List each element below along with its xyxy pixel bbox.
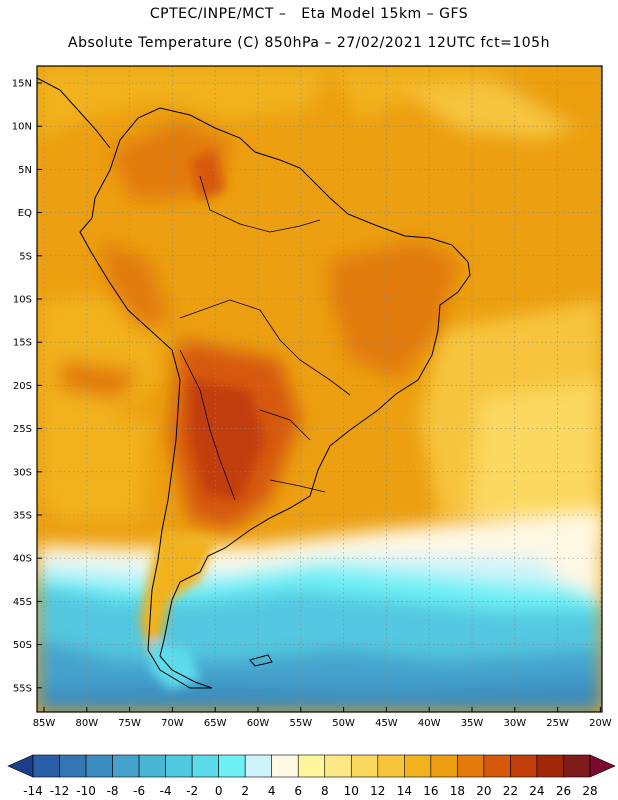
colorbar-label: 2 xyxy=(241,784,249,798)
lon-label: 60W xyxy=(247,718,270,729)
lat-label: 45S xyxy=(13,597,32,608)
map-frame xyxy=(36,65,603,713)
colorbar-label: 14 xyxy=(397,784,412,798)
colorbar-swatch xyxy=(191,754,219,778)
colorbar-label: -14 xyxy=(23,784,43,798)
colorbar-swatch xyxy=(297,754,326,778)
colorbar-label: -6 xyxy=(133,784,145,798)
lat-label: 15N xyxy=(12,79,32,90)
colorbar-swatch xyxy=(563,754,591,778)
colorbar-swatch xyxy=(218,754,246,778)
lat-label: 5S xyxy=(19,251,32,262)
lat-label: 5N xyxy=(18,165,32,176)
colorbar-swatch xyxy=(510,754,538,778)
colorbar-label: 4 xyxy=(268,784,276,798)
lon-label: 30W xyxy=(503,718,526,729)
colorbar-label: 22 xyxy=(503,784,518,798)
lat-label: 10N xyxy=(12,122,32,133)
colorbar-swatch xyxy=(536,754,564,778)
colorbar-label: 12 xyxy=(370,784,385,798)
colorbar-swatch xyxy=(457,754,485,778)
lat-label: 20S xyxy=(13,381,32,392)
lat-label: EQ xyxy=(18,208,32,219)
colorbar-label: 20 xyxy=(476,784,491,798)
lon-label: 75W xyxy=(118,718,141,729)
colorbar-swatch xyxy=(59,754,87,778)
lat-label: 50S xyxy=(13,640,32,651)
colorbar-label: 10 xyxy=(344,784,359,798)
latitude-labels: 15N 10N 5N EQ 5S 10S 15S 20S 25S 30S 35S 40S 45S 50S 5… xyxy=(12,79,42,694)
colorbar-label: -2 xyxy=(186,784,198,798)
colorbar-label: -12 xyxy=(50,784,70,798)
colorbar-arrow-high xyxy=(589,754,616,778)
lat-label: 35S xyxy=(13,511,32,522)
colorbar-label: 24 xyxy=(529,784,544,798)
colorbar-swatch xyxy=(244,754,273,778)
colorbar-label: 8 xyxy=(321,784,329,798)
colorbar-label: 0 xyxy=(215,784,223,798)
lon-label: 45W xyxy=(375,718,398,729)
lon-label: 70W xyxy=(161,718,184,729)
colorbar-swatch xyxy=(85,754,113,778)
lat-label: 40S xyxy=(13,554,32,565)
colorbar-arrow-low xyxy=(7,754,34,778)
colorbar-labels: -14 -12 -10 -8 -6 -4 -2 0 2 4 6 8 10 12 14 16 18 20 22 24 26… xyxy=(23,784,597,798)
lon-label: 35W xyxy=(461,718,484,729)
coastlines xyxy=(37,77,471,689)
lon-label: 55W xyxy=(289,718,312,729)
longitude-labels: 85W 80W 75W 70W 65W 60W 55W 50W 45W 40W 35W 30W 25W 2… xyxy=(33,707,612,729)
colorbar-swatch xyxy=(271,754,299,778)
colorbar-swatch xyxy=(430,754,458,778)
temperature-field xyxy=(37,66,602,712)
map-title: CPTEC/INPE/MCT – Eta Model 15km – GFS xyxy=(149,6,469,22)
map-subtitle: Absolute Temperature (C) 850hPa – 27/02/… xyxy=(68,35,550,51)
lon-label: 25W xyxy=(546,718,569,729)
lon-label: 80W xyxy=(75,718,98,729)
lat-label: 10S xyxy=(13,295,32,306)
colorbar-swatch xyxy=(112,754,140,778)
lat-label: 55S xyxy=(13,683,32,694)
colorbar-swatch xyxy=(138,754,166,778)
colorbar-label: 16 xyxy=(423,784,438,798)
colorbar-swatch xyxy=(404,754,432,778)
lon-label: 20W xyxy=(589,718,612,729)
colorbar-label: 6 xyxy=(294,784,302,798)
colorbar-label: -10 xyxy=(76,784,96,798)
colorbar-swatch xyxy=(377,754,405,778)
colorbar xyxy=(7,754,616,778)
colorbar-label: -8 xyxy=(107,784,119,798)
lon-label: 85W xyxy=(33,718,56,729)
colorbar-swatch xyxy=(483,754,511,778)
lon-label: 40W xyxy=(418,718,441,729)
colorbar-swatch xyxy=(165,754,193,778)
colorbar-label: 28 xyxy=(582,784,597,798)
colorbar-swatch xyxy=(324,754,352,778)
lat-label: 15S xyxy=(13,338,32,349)
colorbar-label: 18 xyxy=(450,784,465,798)
colorbar-swatch xyxy=(350,754,379,778)
colorbar-label: 26 xyxy=(556,784,571,798)
lon-label: 65W xyxy=(204,718,227,729)
colorbar-label: -4 xyxy=(160,784,172,798)
lon-label: 50W xyxy=(332,718,355,729)
lat-label: 25S xyxy=(13,424,32,435)
colorbar-swatch xyxy=(32,754,60,778)
lat-label: 30S xyxy=(13,467,32,478)
